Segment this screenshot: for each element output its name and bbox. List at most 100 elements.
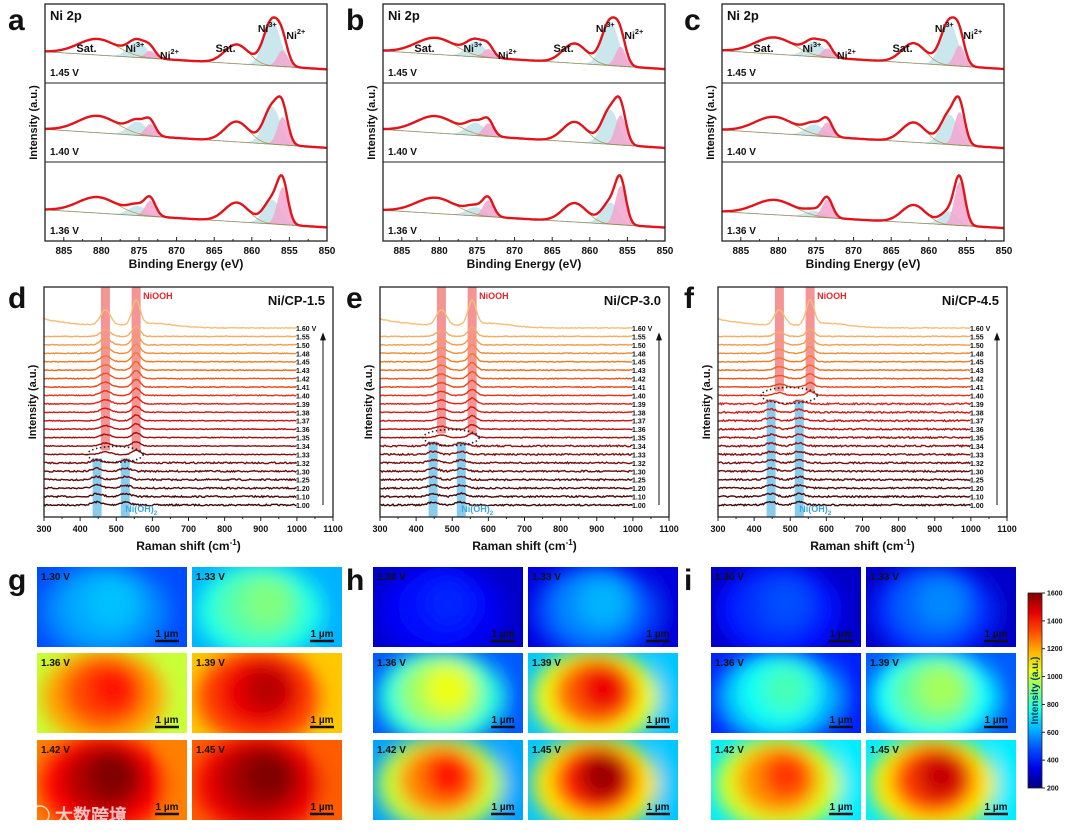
ni3-component-fill — [45, 20, 327, 70]
map-hotspots — [377, 567, 523, 647]
voltage-label: 1.30 — [970, 469, 984, 476]
voltage-label: 1.45 V — [727, 68, 756, 79]
map-hotspot — [917, 665, 965, 713]
voltage-label: 1.36 — [632, 427, 646, 434]
raman-trace — [44, 352, 297, 363]
colorbar-label: Intensity (a.u.) — [1030, 657, 1041, 725]
voltage-label: 1.36 — [296, 427, 310, 434]
raman-trace — [717, 298, 971, 330]
arrow-up-icon — [994, 332, 1000, 341]
ni3-component-fill — [45, 199, 327, 228]
raman-trace — [379, 432, 633, 439]
map-hotspot — [424, 752, 472, 800]
sat-label: Sat. — [892, 43, 912, 55]
x-tick-label: 700 — [517, 524, 532, 534]
colorbar-tick-label: 1400 — [1047, 618, 1063, 625]
sat-label: Sat. — [553, 43, 573, 55]
x-axis-label: Raman shift (cm-1) — [136, 538, 240, 553]
voltage-label: 1.35 — [296, 436, 310, 443]
voltage-label: 1.45 V — [532, 745, 561, 756]
map-hotspot — [243, 665, 291, 713]
voltage-label: 1.20 — [296, 486, 310, 493]
map-edge — [324, 567, 342, 647]
map-hotspot — [762, 665, 810, 713]
colorbar-tick-label: 1000 — [1047, 674, 1063, 681]
heatmap-panel-i: 1.30 V 1 µm 1.33 V 1 µm 1.36 V 1 µm 1.39 V 1 µm… — [711, 567, 1016, 820]
spectrum-title: Ni 2p — [50, 8, 82, 23]
raman-trace — [717, 373, 971, 380]
raman-trace — [717, 441, 972, 449]
voltage-label: 1.00 — [296, 503, 310, 510]
scale-bar-label: 1 µm — [492, 715, 515, 726]
voltage-label: 1.40 V — [50, 147, 79, 158]
nioh2-label-subscript: 2 — [154, 510, 158, 517]
map-hotspot — [243, 579, 291, 627]
voltage-label: 1.41 — [296, 385, 310, 392]
raman-trace — [379, 441, 633, 448]
ni2-component-fill — [722, 181, 1004, 229]
map-edge — [660, 653, 678, 733]
voltage-label: 1.36 V — [41, 658, 70, 669]
voltage-label: 1.60 V — [632, 326, 653, 333]
ni3-component-fill — [722, 22, 1004, 69]
niooh-band — [436, 287, 446, 434]
ni2-component-fill — [383, 115, 665, 148]
voltage-label: 1.48 — [296, 351, 310, 358]
ni3-label: Ni3+ — [125, 40, 144, 55]
voltage-label: 1.42 V — [41, 745, 70, 756]
nioh2-label: Ni(OH)2 — [799, 504, 832, 517]
x-tick-label: 800 — [553, 524, 568, 534]
nioh2-label-base: Ni(OH) — [799, 504, 828, 514]
x-tick-label: 300 — [710, 524, 725, 534]
x-tick-label: 855 — [958, 246, 975, 257]
x-tick-label: 800 — [217, 524, 232, 534]
voltage-label: 1.39 V — [196, 658, 225, 669]
x-axis-label: Binding Energy (eV) — [467, 257, 582, 271]
ni2-label: Ni2+ — [624, 27, 643, 42]
nioh2-label-base: Ni(OH) — [461, 504, 490, 514]
raman-trace — [43, 299, 297, 330]
ni2-label-superscript: 2+ — [635, 27, 643, 36]
ni3-label-base: Ni — [596, 23, 607, 35]
scale-bar-label: 1 µm — [492, 802, 515, 813]
voltage-label: 1.40 — [296, 393, 310, 400]
plot-frame — [721, 3, 1005, 242]
ni3-label: Ni3+ — [802, 40, 821, 55]
voltage-label: 1.20 — [970, 486, 984, 493]
voltage-label: 1.35 — [970, 436, 984, 443]
ni3-component-fill — [383, 21, 665, 70]
voltage-label: 1.42 — [296, 377, 310, 384]
voltage-label: 1.43 — [296, 368, 310, 375]
raman-trace — [718, 381, 971, 389]
voltage-label: 1.37 — [632, 419, 646, 426]
niooh-band — [805, 287, 815, 392]
voltage-label: 1.43 — [632, 368, 646, 375]
x-tick-label: 885 — [393, 246, 410, 257]
map-edge — [660, 567, 678, 647]
x-tick-label: 700 — [181, 524, 196, 534]
raman-trace — [717, 328, 971, 338]
scale-bar-label: 1 µm — [311, 715, 334, 726]
raman-trace — [379, 475, 633, 482]
intensity-map — [37, 740, 187, 820]
raman-panel-d: 1.001.10 1.201.25 1.301.32 1.331.341.35 1.36… — [27, 286, 343, 553]
x-tick-label: 865 — [206, 246, 223, 257]
voltage-label: 1.34 — [970, 444, 984, 451]
x-axis-label-close: ) — [237, 539, 241, 553]
arrow-up-icon — [656, 332, 662, 341]
voltage-label: 1.30 V — [41, 572, 70, 583]
niooh-label: NiOOH — [479, 291, 509, 301]
voltage-label: 1.10 — [632, 495, 646, 502]
scale-bar-label: 1 µm — [985, 715, 1008, 726]
x-tick-label: 875 — [808, 246, 825, 257]
raman-trace — [718, 424, 971, 431]
raman-trace — [43, 369, 297, 380]
voltage-label: 1.60 V — [296, 326, 317, 333]
y-axis-label: Intensity (a.u.) — [701, 364, 713, 439]
x-axis-label-main: Raman shift (cm — [472, 539, 565, 553]
ni2-label-base: Ni — [286, 30, 297, 42]
ni3-label-base: Ni — [125, 43, 136, 55]
envelope-fit-line — [722, 95, 1005, 150]
envelope-fit-line — [383, 16, 666, 71]
